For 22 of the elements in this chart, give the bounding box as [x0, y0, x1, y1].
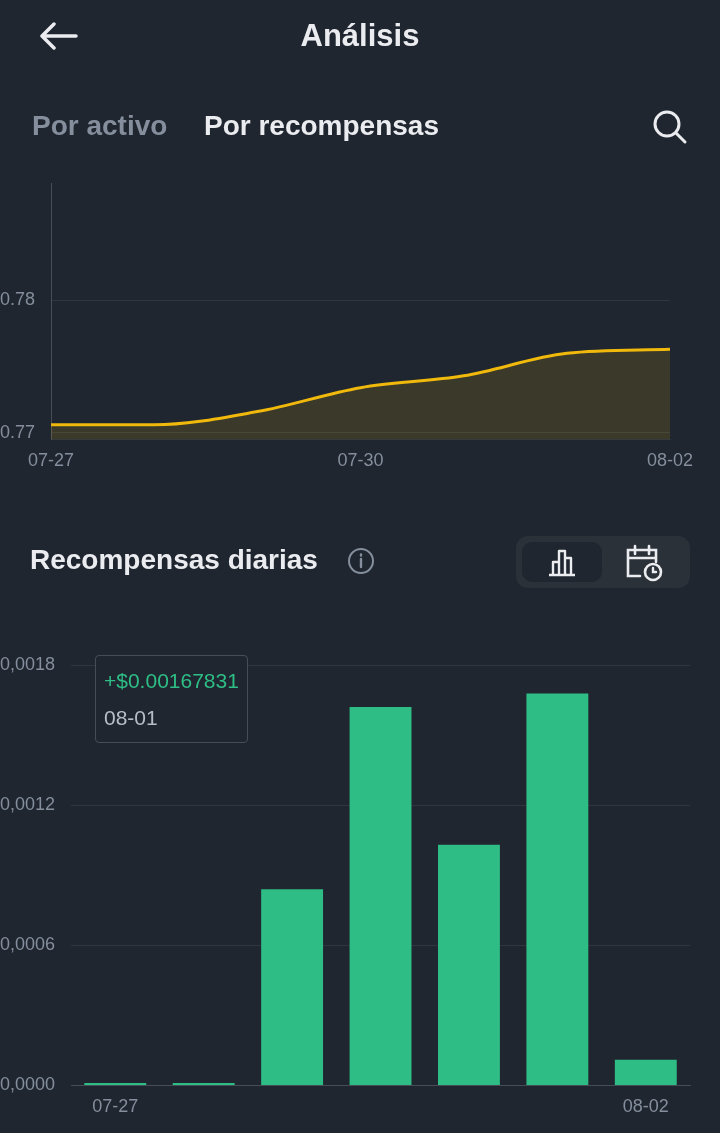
bar: [349, 707, 412, 1085]
annotation: 08-01: [104, 705, 159, 731]
bar: [261, 889, 324, 1085]
bar: [438, 844, 500, 1085]
y-tick-label: 0,0018: [0, 653, 56, 674]
x-tick-label: 07-30: [337, 450, 384, 471]
text: Por activo: [32, 110, 168, 142]
x-tick-label: 08-02: [622, 1096, 669, 1117]
y-tick-label: 0.78: [0, 289, 36, 310]
y-tick-label: 0,0000: [0, 1074, 56, 1095]
y-tick-label: 0,0006: [0, 934, 56, 955]
x-tick-label: 08-02: [646, 450, 694, 471]
x-tick-label: 07-27: [92, 1096, 139, 1117]
chart-title: Recompensas diarias: [30, 544, 318, 576]
annotation: +$0.00167831: [104, 668, 239, 694]
bar: [614, 1059, 677, 1085]
text: Por recompensas: [204, 110, 439, 142]
x-tick-label: 07-27: [28, 450, 75, 471]
y-tick-label: 0,0012: [0, 794, 56, 815]
text: Análisis: [299, 18, 421, 54]
bar: [526, 693, 589, 1085]
y-tick-label: 0.77: [0, 421, 36, 442]
